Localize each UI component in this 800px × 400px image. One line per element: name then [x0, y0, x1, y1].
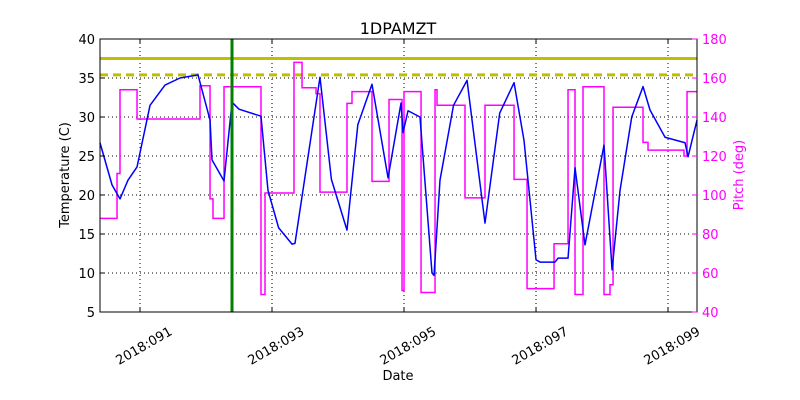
y2-axis-label: Pitch (deg) — [732, 140, 747, 210]
x-tick-label: 2018:095 — [378, 324, 439, 368]
y2-tick-label: 40 — [702, 306, 719, 321]
y-tick-label: 25 — [78, 150, 95, 165]
y2-tick-label: 140 — [702, 111, 727, 126]
y2-tick-label: 60 — [702, 267, 719, 282]
y-tick-label: 5 — [87, 306, 95, 321]
plot-frame — [99, 38, 698, 313]
y2-tick-label: 160 — [702, 72, 727, 87]
x-tick-label: 2018:097 — [510, 324, 571, 368]
x-tick-label: 2018:091 — [114, 324, 175, 368]
temperature-series-line — [99, 74, 698, 277]
x-tick-label: 2018:093 — [246, 324, 307, 368]
y-tick-label: 30 — [78, 111, 95, 126]
x-tick-label: 2018:099 — [642, 324, 703, 368]
y-tick-label: 10 — [78, 267, 95, 282]
y-tick-label: 40 — [78, 33, 95, 48]
plot-area — [99, 39, 698, 312]
y-axis-label: Temperature (C) — [58, 122, 73, 229]
y2-tick-label: 100 — [702, 189, 727, 204]
x-axis-label: Date — [382, 369, 413, 384]
y2-tick-label: 80 — [702, 228, 719, 243]
y-tick-label: 35 — [78, 72, 95, 87]
y2-tick-label: 180 — [702, 33, 727, 48]
chart-title: 1DPAMZT — [360, 19, 437, 38]
y-tick-label: 20 — [78, 189, 95, 204]
y2-tick-label: 120 — [702, 150, 727, 165]
y-tick-label: 15 — [78, 228, 95, 243]
grid — [100, 39, 697, 312]
pitch-series-line — [100, 61, 697, 296]
